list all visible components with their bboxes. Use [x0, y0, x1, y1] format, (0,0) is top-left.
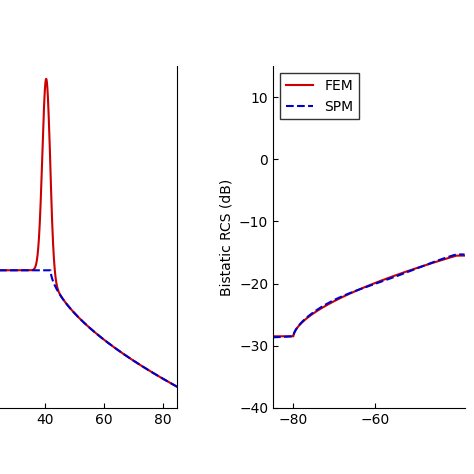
Legend: FEM, SPM: FEM, SPM [280, 73, 359, 119]
Y-axis label: Bistatic RCS (dB): Bistatic RCS (dB) [219, 178, 233, 296]
